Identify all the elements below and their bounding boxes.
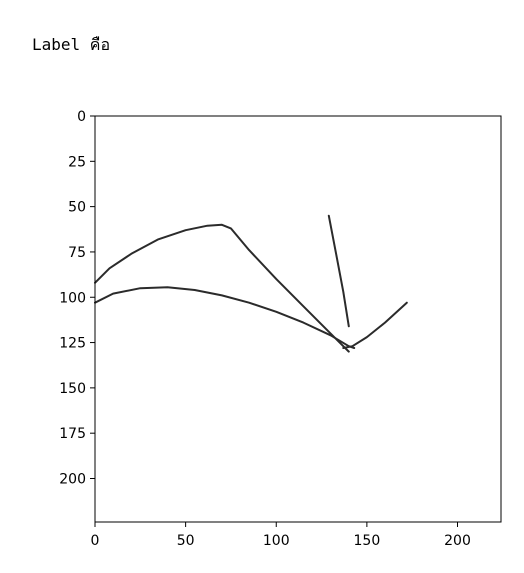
x-tick-label: 0 — [91, 533, 100, 549]
x-tick-label: 50 — [177, 533, 195, 549]
y-tick-label: 125 — [59, 336, 86, 352]
y-tick-label: 175 — [59, 426, 86, 442]
plot-frame — [94, 115, 502, 523]
y-tick-label: 75 — [68, 245, 86, 261]
x-tick-label: 200 — [444, 533, 471, 549]
series-layer — [94, 214, 408, 353]
x-axis: 0 50 100 150 200 — [91, 522, 471, 549]
y-tick-label: 200 — [59, 472, 86, 488]
y-tick-label: 150 — [59, 381, 86, 397]
stroke-line-4 — [342, 301, 408, 349]
y-tick-label: 0 — [77, 109, 86, 125]
stroke-line-1 — [94, 223, 350, 353]
stroke-line-2 — [94, 286, 356, 349]
y-tick-label: 100 — [59, 290, 86, 306]
y-axis: 0 25 50 75 100 125 150 175 200 — [59, 109, 95, 488]
x-tick-label: 100 — [263, 533, 290, 549]
y-tick-label: 25 — [68, 154, 86, 170]
stroke-line-3 — [327, 214, 350, 328]
cell-output-text: Label คือ — [32, 35, 111, 54]
y-tick-label: 50 — [68, 200, 86, 216]
x-tick-label: 150 — [354, 533, 381, 549]
